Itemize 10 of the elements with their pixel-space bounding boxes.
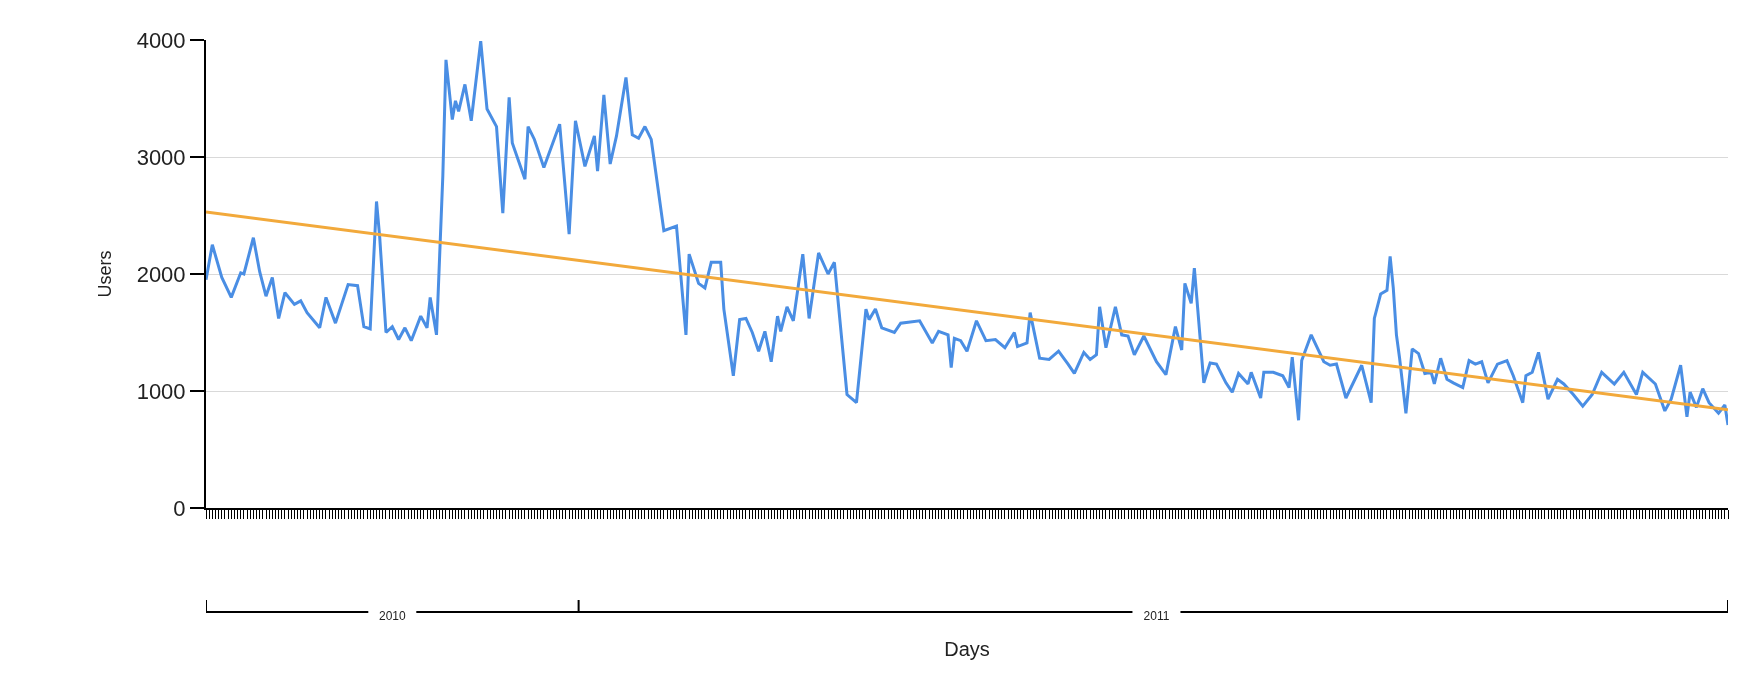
x-axis-title: Days [944,638,990,661]
x-tick-label: 2010 [378,609,406,624]
x-tick-label: 2011 [1143,609,1170,624]
line-series [206,40,1728,427]
y-tick-label: 3000 [136,144,186,170]
y-tick-label: 0 [173,495,186,521]
y-tick-label: 4000 [136,27,186,53]
y-tick-label: 1000 [136,378,186,404]
y-tick-label: 2000 [136,261,186,287]
y-axis-title: Users [95,250,116,298]
